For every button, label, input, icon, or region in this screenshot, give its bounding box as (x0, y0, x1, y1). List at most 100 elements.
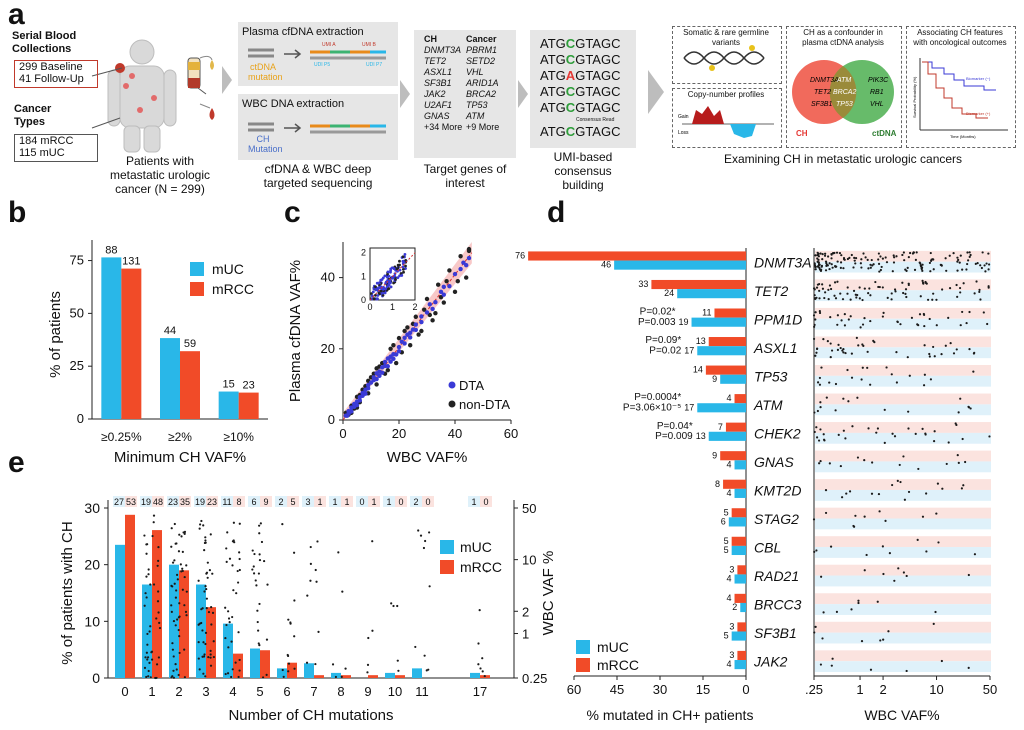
count-badge-mrcc (179, 496, 191, 507)
gene-name: U2AF1 (424, 100, 453, 110)
vaf-point (877, 285, 880, 289)
count-badge-muc (410, 496, 422, 507)
vaf-point (146, 543, 149, 546)
vaf-band-muc (815, 318, 991, 330)
vaf-point (252, 565, 255, 568)
y-axis-label: Plasma cfDNA VAF% (287, 260, 304, 402)
inset-point (383, 291, 387, 295)
point-dta (385, 364, 390, 369)
vaf-point (155, 676, 158, 680)
bar-muc (677, 289, 746, 299)
vaf-point (390, 602, 393, 605)
vaf-point (819, 252, 822, 255)
vaf-point (392, 604, 395, 608)
bar-value-label: 11 (702, 308, 711, 318)
vaf-point (846, 257, 849, 261)
vaf-point (850, 352, 853, 355)
vaf-point (861, 366, 864, 369)
vaf-point (198, 523, 202, 526)
point-non-dta (396, 335, 402, 341)
vaf-point (334, 675, 338, 679)
vaf-point (178, 602, 181, 605)
x-axis-label: Minimum CH VAF% (114, 449, 246, 466)
vaf-point (848, 256, 851, 259)
vaf-band-muc (815, 489, 991, 501)
y-tick-label: 0 (77, 411, 84, 426)
vaf-point (968, 251, 971, 254)
vaf-point (174, 624, 177, 627)
point-dta (352, 404, 357, 410)
vaf-point (147, 568, 150, 571)
vaf-point (477, 663, 480, 666)
consensus-read: ATGCGTAGC (540, 124, 621, 139)
legend-label-dta: DTA (459, 378, 484, 393)
venn-gene: PIK3C (868, 77, 889, 84)
venn-gene: DNMT3A (810, 77, 839, 84)
patient-body-illustration (91, 39, 215, 153)
bar-muc (385, 672, 395, 678)
gene-name: JAK2 (424, 89, 446, 99)
sequence-read: ATGCGTAGC (540, 52, 621, 67)
inset-point (404, 264, 407, 268)
vaf-point (881, 545, 884, 548)
legend-label-muc: mUC (460, 539, 492, 555)
point-dta (430, 306, 435, 312)
vaf-point (891, 270, 894, 273)
vaf-point (985, 262, 988, 265)
vaf-point (866, 350, 869, 353)
venn-gene: VHL (870, 101, 884, 108)
y-tick-label: 40 (321, 270, 335, 285)
x-tick-label: ≥0.25% (101, 430, 142, 444)
legend-label-mrcc: mRCC (597, 657, 639, 673)
vaf-point (205, 607, 208, 610)
udi-p5-label: UDI P5 (314, 62, 330, 68)
vaf-point (937, 541, 940, 544)
vaf-point (151, 534, 154, 538)
vaf-point (287, 618, 290, 621)
vaf-point (893, 288, 897, 291)
point-non-dta (447, 268, 452, 273)
vaf-point (178, 651, 181, 655)
vaf-point (201, 607, 204, 610)
bar-mrcc (731, 536, 746, 546)
vaf-point (224, 672, 227, 676)
vaf-point (238, 522, 241, 525)
vaf-point (968, 348, 971, 351)
inset-point (375, 281, 379, 285)
vaf-point (839, 266, 842, 269)
bar-mrcc (238, 392, 259, 419)
vaf-point (840, 254, 843, 257)
vaf-point (914, 258, 917, 261)
vaf-point (952, 352, 956, 355)
bar-mrcc (737, 650, 746, 661)
vaf-point (177, 550, 181, 553)
label-line: ctDNA (249, 62, 276, 72)
vaf-point (896, 320, 899, 323)
vaf-point (824, 252, 827, 255)
vaf-point (863, 569, 866, 572)
vaf-point (232, 521, 235, 524)
vaf-point (813, 631, 816, 634)
point-non-dta (402, 328, 407, 334)
count-badge-muc (383, 496, 395, 507)
vaf-point (812, 337, 816, 341)
vaf-point (341, 590, 344, 593)
x-tick-label: 40 (448, 426, 462, 441)
vaf-band-muc (815, 547, 991, 558)
legend-label-muc: mUC (212, 261, 244, 277)
vaf-point (926, 298, 930, 301)
vaf-point (819, 401, 822, 404)
bar-muc (277, 668, 287, 678)
vaf-point (197, 579, 200, 582)
vaf-point (265, 638, 269, 641)
vaf-point (869, 668, 873, 671)
bar-muc (691, 317, 746, 327)
vaf-point (315, 580, 318, 583)
bar-count-label: 15 (223, 379, 235, 391)
vaf-point (839, 292, 842, 295)
point-dta (396, 344, 402, 350)
count-label-muc: 27 (114, 497, 124, 507)
vaf-point (145, 675, 148, 679)
inset-point (386, 270, 390, 274)
vaf-point (209, 656, 212, 659)
